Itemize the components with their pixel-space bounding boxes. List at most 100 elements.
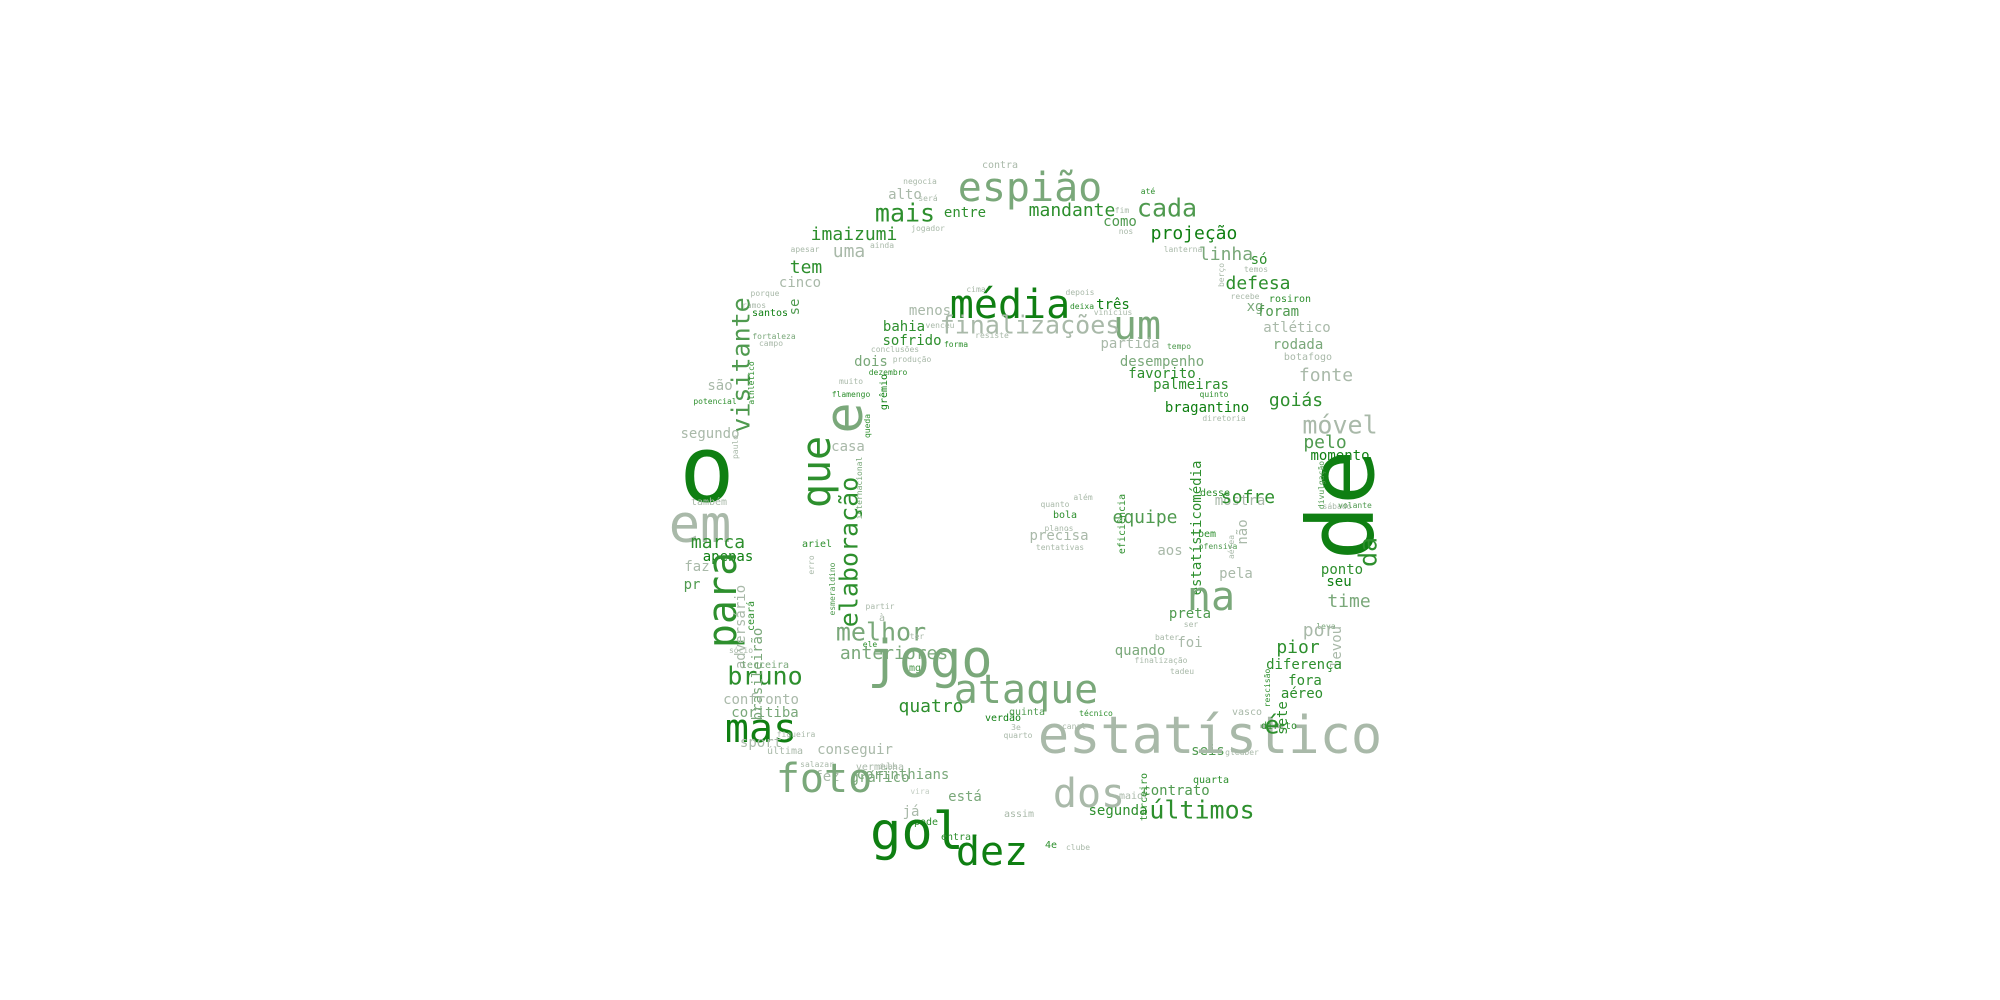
cloud-word: alto [888,187,922,203]
cloud-word: sofre [1220,487,1276,508]
cloud-word: foto [775,756,873,802]
cloud-word: vasco [1231,707,1263,718]
cloud-word: mostra [1214,493,1266,509]
cloud-word: quarta [1192,775,1230,786]
cloud-word: momento [1310,448,1370,464]
cloud-word: gleuber [1225,748,1259,757]
cloud-word: flamengo [831,390,871,399]
cloud-word: mandante [1028,200,1116,221]
cloud-word: maior [1118,791,1150,802]
cloud-word: imaizumi [810,224,898,245]
cloud-word: última [766,746,804,757]
cloud-word: queda [863,413,872,439]
cloud-word: corinthians [856,767,950,783]
cloud-word: resiste [975,331,1009,340]
cloud-word: fora [1288,673,1322,689]
cloud-word: já [902,804,920,820]
cloud-word: sofrido [882,333,942,349]
cloud-word: tempo [1166,342,1192,351]
cloud-word: em [668,495,732,555]
cloud-word: pr [683,577,701,593]
cloud-word: tentativas [1035,543,1085,552]
cloud-word: fim [1114,206,1130,215]
cloud-word: mais [874,198,936,228]
cloud-word: melhor [835,617,927,647]
cloud-word: finalização [1134,656,1188,665]
cloud-word: quatro [898,696,964,717]
cloud-word: bahia [882,319,926,335]
cloud-word: vermelha [855,762,905,773]
cloud-word: entre [943,205,987,221]
cloud-word: confronto [723,692,799,708]
cloud-word: segunda [1088,803,1148,819]
cloud-word: jogador [911,224,945,233]
cloud-word: defesa [1225,273,1291,294]
cloud-word: desempenho [1119,354,1205,370]
cloud-word: finalizações [939,310,1121,340]
cloud-word: clube [1065,843,1091,852]
cloud-word: segundo [680,426,740,442]
cloud-word: 3e [1011,723,1021,732]
cloud-word: além [1073,493,1093,502]
cloud-word: até [1140,187,1156,196]
cloud-word: dois [854,354,888,370]
cloud-word: também [690,497,728,508]
cloud-word: direto [1260,721,1298,732]
cloud-word: assim [1003,809,1035,820]
cloud-word: mg [908,663,922,674]
cloud-word: jogo [867,630,993,690]
cloud-word: quinta [1008,707,1046,718]
cloud-word: são [707,378,733,394]
cloud-word: se [787,298,803,316]
cloud-word: bragantino [1164,400,1250,416]
cloud-word: elaboração [834,476,864,628]
cloud-word: será [918,194,938,203]
cloud-word: canal [1061,722,1087,731]
cloud-word: bater [1154,633,1180,642]
cloud-word: marca [690,532,746,553]
cloud-word: pelo [1303,432,1347,453]
cloud-word: lanterna [1163,245,1203,254]
cloud-word: ceará [746,600,757,632]
cloud-word: cinco [778,275,822,291]
cloud-word: pela [1219,566,1253,582]
cloud-word: rosiron [1268,294,1312,305]
cloud-word: quarto [1003,731,1033,740]
cloud-word: não [1235,519,1251,545]
cloud-word: deixa [1069,302,1095,311]
cloud-word: dos [1052,771,1126,817]
cloud-word: erro [807,555,816,575]
cloud-word: apesar [790,245,820,254]
cloud-word: por [1302,620,1336,641]
cloud-word: ariel [801,539,833,550]
cloud-word: eficiência [1117,493,1128,555]
cloud-word: três [1096,297,1130,313]
cloud-word: vira [910,787,930,796]
cloud-word: depois [1065,288,1095,297]
cloud-word: é [1264,710,1280,740]
cloud-word: venceu [925,321,955,330]
cloud-word: móvel [1302,410,1378,440]
cloud-word: 4e [1044,840,1058,851]
cloud-word: esmeraldino [828,562,837,616]
cloud-word: apenas [702,549,754,565]
cloud-word: botafogo [1283,352,1333,363]
cloud-word: palmeiras [1153,377,1229,393]
cloud-word: athletico [747,361,756,405]
cloud-word: só [1250,252,1268,268]
cloud-word: o [679,416,735,523]
cloud-word: projeção [1150,223,1238,244]
cloud-word: à [878,613,886,624]
cloud-word: planos [1044,524,1074,533]
cloud-word: rodada [1272,337,1324,353]
cloud-word: partir [865,602,895,611]
cloud-word: está [948,789,982,805]
cloud-word: duas [878,762,898,771]
cloud-word: dezembro [868,368,908,377]
cloud-word: time [1327,591,1371,612]
cloud-word: um [1112,303,1162,349]
cloud-word: conclusões [870,345,920,354]
cloud-word: fortaleza [752,332,796,341]
cloud-word: estatístico [1037,706,1383,766]
cloud-word: verdão [984,713,1022,724]
